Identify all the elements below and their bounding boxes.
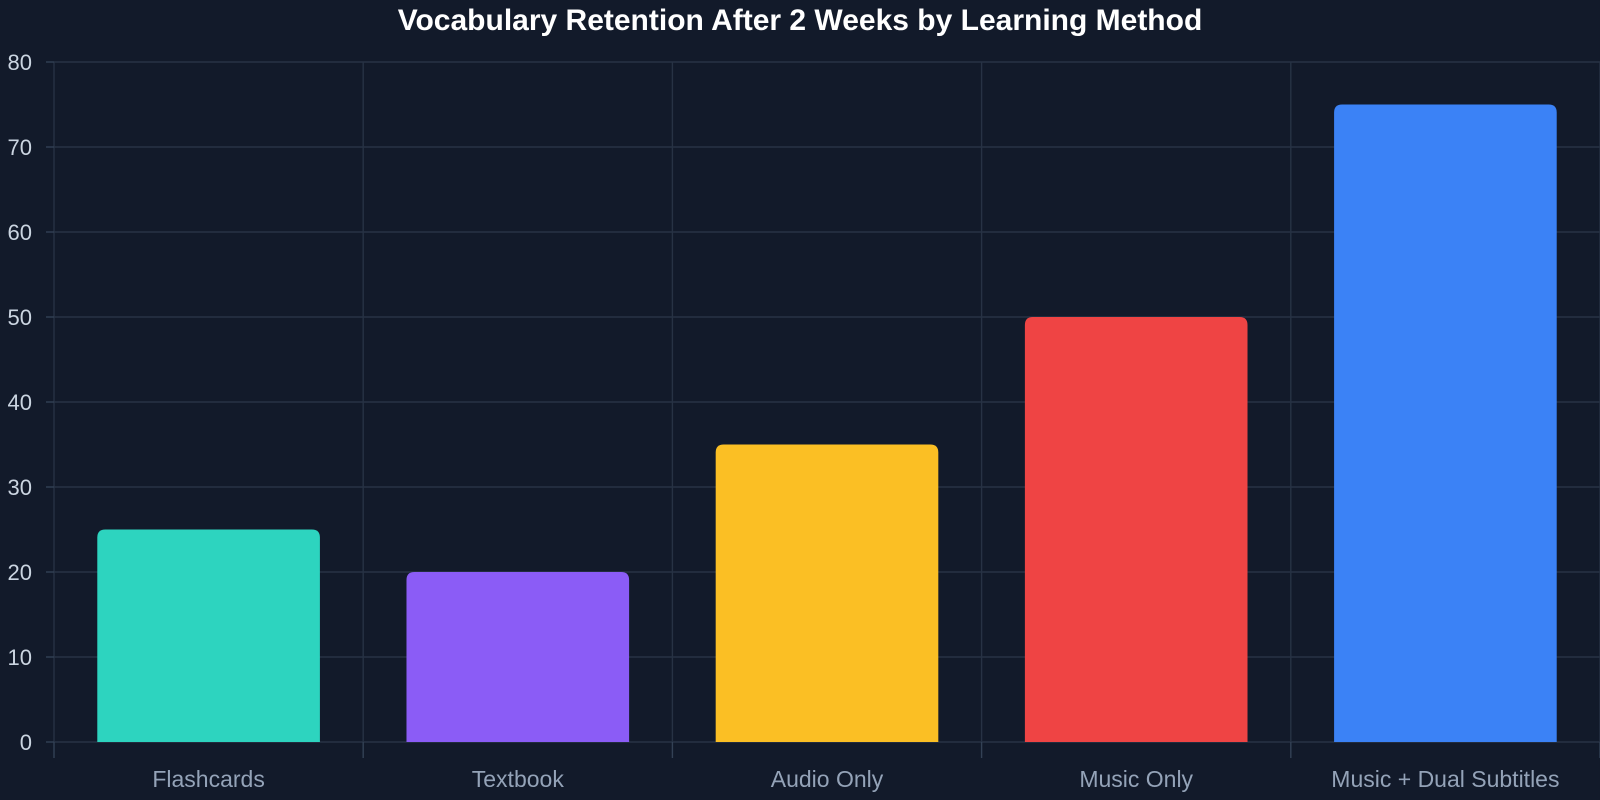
- y-tick-label: 80: [8, 50, 32, 75]
- bar-music-only: [1024, 317, 1248, 742]
- y-tick-label: 40: [8, 390, 32, 415]
- y-tick-label: 30: [8, 475, 32, 500]
- y-axis: 0 10 20 30 40 50 60 70 80: [8, 50, 54, 755]
- bar-flashcards: [97, 529, 320, 742]
- y-tick-label: 50: [8, 305, 32, 330]
- x-tick-label: Textbook: [472, 766, 565, 792]
- bar-audio-only: [715, 444, 939, 742]
- y-tick-label: 10: [8, 645, 32, 670]
- y-tick-label: 0: [20, 730, 32, 755]
- bars-layer: [97, 104, 1557, 742]
- x-axis: Flashcards Textbook Audio Only Music Only Mu…: [53, 742, 1600, 792]
- bar-textbook: [406, 572, 630, 742]
- y-tick-label: 20: [8, 560, 32, 585]
- y-tick-label: 60: [8, 220, 32, 245]
- x-tick-label: Music Only: [1079, 766, 1193, 792]
- x-tick-label: Flashcards: [152, 766, 264, 792]
- chart-title: Vocabulary Retention After 2 Weeks by Le…: [398, 4, 1203, 37]
- x-tick-label: Audio Only: [771, 766, 884, 792]
- y-tick-label: 70: [8, 135, 32, 160]
- x-tick-label: Music + Dual Subtitles: [1331, 766, 1559, 792]
- bar-music-dual-subtitles: [1334, 104, 1557, 742]
